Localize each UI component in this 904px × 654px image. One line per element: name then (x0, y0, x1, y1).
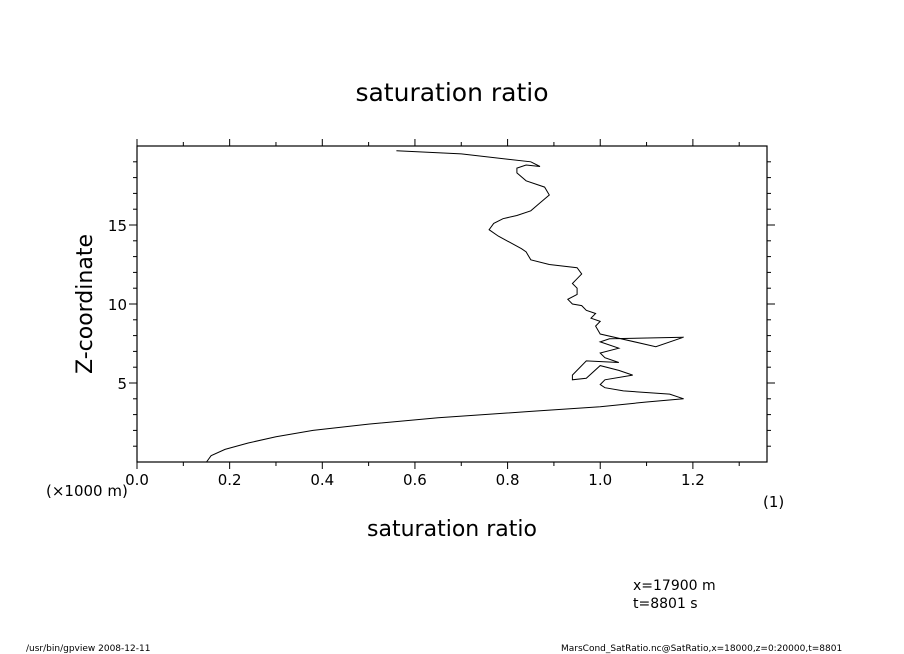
plot-frame (136, 145, 768, 463)
x-axis-tick-labels: 0.0 0.2 0.4 0.6 0.8 1.0 1.2 (125, 471, 705, 489)
x-axis-label: saturation ratio (367, 517, 537, 542)
annotation-x-position: x=17900 m (633, 578, 716, 594)
x-tick-label: 0.6 (403, 471, 427, 489)
y-axis-ticks (129, 161, 775, 447)
y-axis-tick-labels: 5 10 15 (108, 217, 127, 393)
annotation-time: t=8801 s (633, 596, 698, 612)
series-line-saturation-ratio (206, 150, 684, 463)
x-tick-label: 0.8 (496, 471, 520, 489)
y-tick-label: 15 (108, 217, 127, 235)
y-tick-label: 5 (117, 375, 127, 393)
x-tick-label: 1.2 (681, 471, 705, 489)
footer-right: MarsCond_SatRatio.nc@SatRatio,x=18000,z=… (561, 644, 842, 654)
x-tick-label: 0.2 (218, 471, 242, 489)
x-axis-ticks (136, 139, 740, 469)
chart-title: saturation ratio (355, 78, 548, 107)
y-tick-label: 10 (108, 296, 127, 314)
y-axis-label: Z-coordinate (73, 234, 98, 374)
x-tick-label: 0.4 (310, 471, 334, 489)
x-tick-label: 1.0 (588, 471, 612, 489)
x-tick-label: 0.0 (125, 471, 149, 489)
plot-axes (136, 145, 768, 463)
y-axis-unit: (×1000 m) (46, 482, 128, 500)
x-axis-unit: (1) (763, 493, 784, 511)
footer-left: /usr/bin/gpview 2008-12-11 (26, 644, 150, 654)
